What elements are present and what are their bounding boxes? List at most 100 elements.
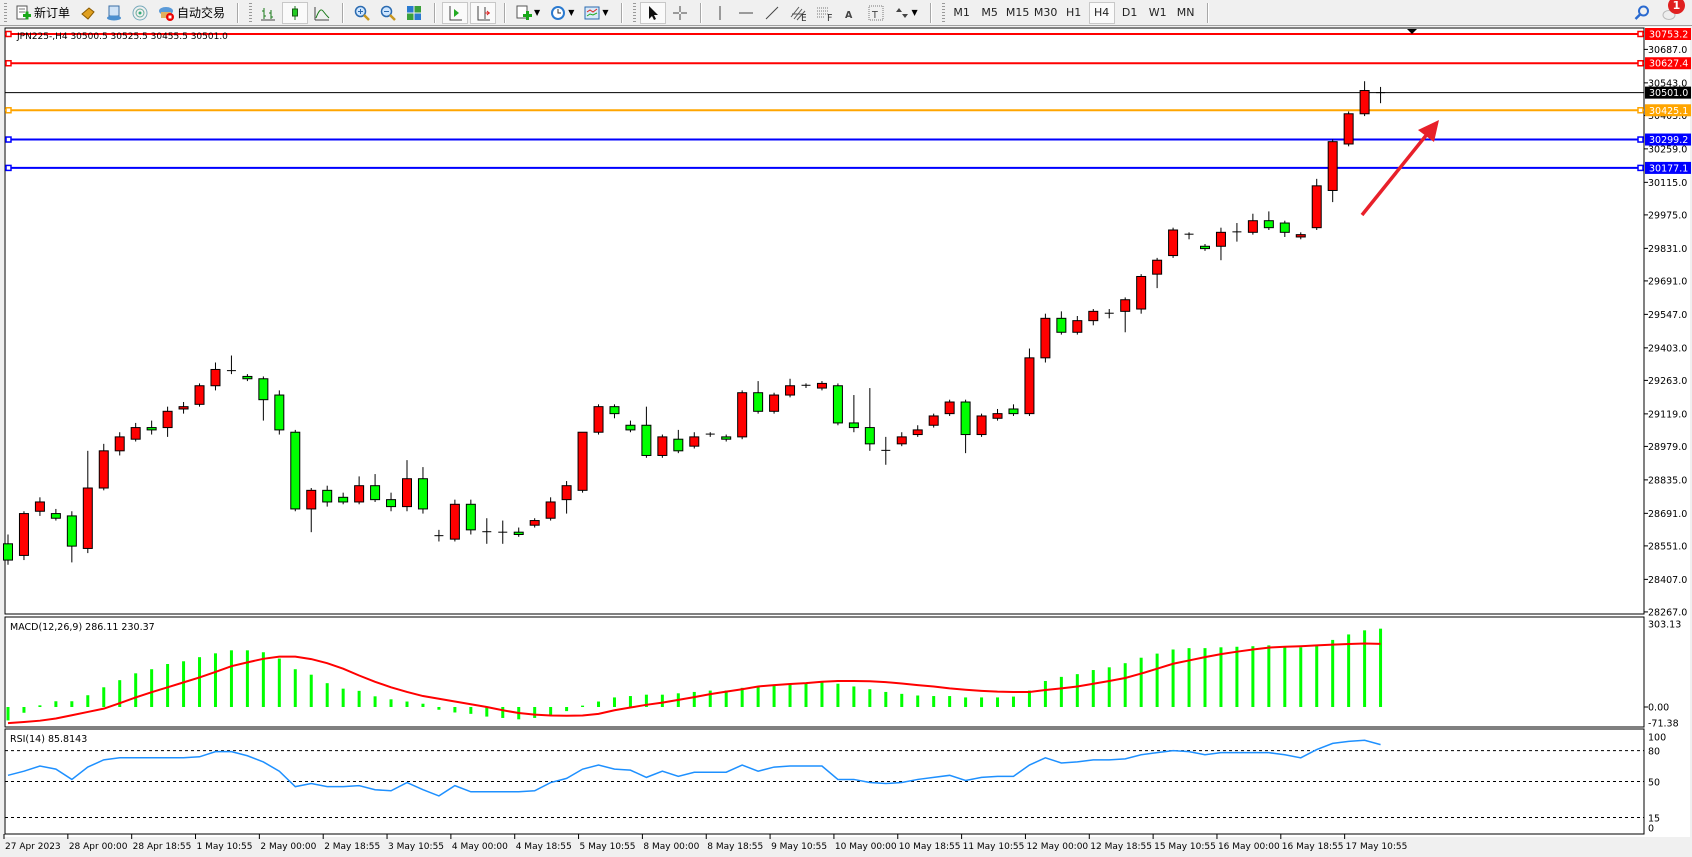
- auto-scroll-button[interactable]: [442, 1, 469, 24]
- macd-histogram-bar: [38, 705, 42, 707]
- candle-bullish: [402, 478, 412, 508]
- toolbar-grip[interactable]: [4, 2, 7, 23]
- horizontal-line-button[interactable]: [734, 2, 758, 24]
- chart-shift-button[interactable]: [470, 1, 497, 24]
- macd-histogram-bar: [980, 697, 984, 707]
- macd-histogram-bar: [421, 703, 425, 707]
- market-watch-button[interactable]: [76, 2, 100, 24]
- timeframe-group: M1 M5 M15 M30 H1 H4 D1 W1 MN: [949, 1, 1201, 24]
- vertical-line-button[interactable]: [708, 2, 732, 24]
- timeframe-h1[interactable]: H1: [1066, 6, 1082, 19]
- candle-bullish: [529, 520, 540, 526]
- new-order-icon: [15, 5, 31, 21]
- candle-bullish: [593, 406, 604, 433]
- new-order-button[interactable]: 新订单: [11, 2, 74, 24]
- candle-bullish: [1311, 185, 1322, 229]
- time-tick-label: 15 May 10:55: [1154, 842, 1216, 852]
- macd-histogram-bar: [166, 664, 170, 707]
- candle-bullish: [657, 436, 668, 456]
- tile-windows-button[interactable]: [402, 2, 426, 24]
- zoom-out-button[interactable]: [376, 2, 400, 24]
- rsi-tick-label: 0: [1648, 824, 1654, 835]
- price-level-tag: [1645, 104, 1691, 117]
- line-chart-button[interactable]: [310, 2, 334, 24]
- timeframe-d1[interactable]: D1: [1121, 6, 1138, 19]
- notifications-button[interactable]: 1: [1662, 0, 1685, 21]
- fibo-retracement-button[interactable]: F: [812, 2, 836, 24]
- candle-bearish: [832, 385, 843, 424]
- periods-button[interactable]: ▼: [546, 2, 578, 24]
- toolbar-grip[interactable]: [632, 2, 636, 23]
- notification-count-badge: 1: [1668, 0, 1685, 14]
- macd-histogram-bar: [1315, 645, 1319, 707]
- candlestick-button[interactable]: [282, 1, 309, 24]
- bar-chart-button[interactable]: [256, 2, 280, 24]
- candle-bullish: [816, 382, 827, 389]
- macd-histogram-bar: [102, 687, 106, 707]
- timeframe-w1[interactable]: W1: [1148, 6, 1167, 19]
- macd-histogram-bar: [836, 683, 840, 707]
- chevron-down-icon: ▼: [911, 8, 918, 17]
- candle-bearish: [258, 378, 269, 401]
- macd-histogram-bar: [1091, 670, 1095, 707]
- timeframe-mn[interactable]: MN: [1176, 6, 1195, 19]
- macd-histogram-bar: [565, 707, 569, 712]
- zoom-in-button[interactable]: [350, 2, 374, 24]
- text-label-button[interactable]: T: [864, 2, 888, 24]
- macd-histogram-bar: [1363, 630, 1367, 707]
- toolbar-grip[interactable]: [249, 2, 253, 23]
- toolbar-grip[interactable]: [941, 2, 945, 23]
- templates-button[interactable]: ▼: [580, 2, 612, 24]
- macd-histogram-bar: [245, 650, 249, 707]
- macd-histogram-bar: [54, 701, 58, 707]
- timeframe-m30[interactable]: M30: [1033, 6, 1058, 19]
- cursor-button[interactable]: [639, 1, 666, 24]
- macd-histogram-bar: [724, 690, 728, 707]
- chart-shift-marker: [1407, 29, 1417, 34]
- time-tick-label: 16 May 18:55: [1282, 842, 1344, 852]
- macd-histogram-bar: [501, 707, 505, 718]
- level-handle: [1637, 59, 1644, 67]
- timeframe-m1[interactable]: M1: [953, 6, 970, 19]
- svg-text:T: T: [871, 10, 878, 21]
- fibo-channel-button[interactable]: E: [786, 2, 810, 24]
- data-window-button[interactable]: [102, 2, 126, 24]
- macd-histogram-bar: [389, 699, 393, 707]
- macd-histogram-bar: [1123, 663, 1127, 707]
- trendline-button[interactable]: [760, 2, 784, 24]
- macd-pane-border: [4, 616, 1645, 728]
- macd-histogram-bar: [1171, 649, 1175, 707]
- timeframe-m5[interactable]: M5: [981, 6, 998, 19]
- crosshair-button[interactable]: [668, 2, 692, 24]
- macd-histogram-bar: [756, 686, 760, 707]
- toolbar-separator: [1206, 2, 1209, 23]
- macd-histogram-bar: [628, 696, 632, 707]
- price-tick-label: 30687.0: [1648, 45, 1687, 56]
- zoom-in-icon: [354, 5, 370, 21]
- indicators-button[interactable]: ▼: [512, 2, 544, 24]
- macd-histogram-bar: [86, 695, 90, 707]
- search-icon[interactable]: [1634, 5, 1650, 21]
- macd-histogram-bar: [612, 697, 616, 707]
- line-chart-icon: [314, 5, 330, 21]
- auto-trading-icon: [158, 5, 175, 21]
- macd-histogram-bar: [469, 707, 473, 714]
- timeframe-m15[interactable]: M15: [1005, 6, 1030, 19]
- macd-histogram-bar: [900, 693, 904, 707]
- price-tick-label: 30543.0: [1648, 78, 1687, 89]
- arrows-button[interactable]: ▼: [890, 2, 922, 24]
- text-button[interactable]: A: [838, 2, 862, 24]
- price-tick-label: 30115.0: [1648, 178, 1687, 189]
- candle-bullish: [98, 450, 109, 489]
- candle-bearish: [322, 489, 333, 503]
- signals-button[interactable]: [128, 2, 152, 24]
- macd-histogram-bar: [740, 687, 744, 707]
- macd-histogram-bar: [964, 697, 968, 707]
- timeframe-h4[interactable]: H4: [1088, 1, 1115, 24]
- macd-histogram-bar: [772, 685, 776, 707]
- auto-trading-button[interactable]: 自动交易: [154, 2, 229, 24]
- candle-bullish: [1152, 259, 1163, 275]
- time-tick-label: 4 May 00:00: [452, 842, 508, 852]
- candle-bearish: [146, 427, 157, 431]
